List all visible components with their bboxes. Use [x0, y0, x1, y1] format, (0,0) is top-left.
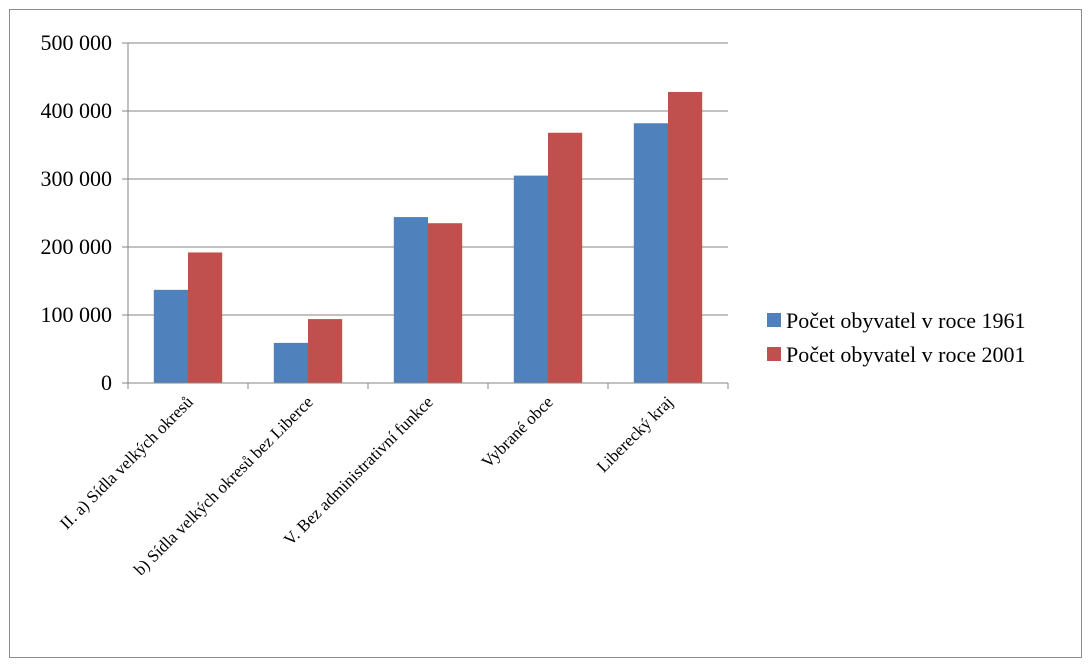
bar-2001-4	[668, 91, 703, 384]
y-tick-labels: 0 100 000 200 000 300 000 400 000 500 000	[41, 30, 113, 395]
bar-1961-2	[393, 217, 428, 383]
bar-2001-1	[308, 319, 343, 383]
legend-swatch	[767, 347, 781, 361]
x-tick-label: Liberecký kraj	[593, 392, 677, 476]
legend-label: Počet obyvatel v roce 2001	[786, 342, 1026, 367]
legend-swatch	[767, 313, 781, 327]
bar-1961-1	[273, 342, 308, 383]
y-tick-label: 100 000	[41, 302, 113, 327]
bar-2001-3	[548, 132, 583, 383]
axes	[122, 42, 729, 389]
legend: Počet obyvatel v roce 1961 Počet obyvatel…	[767, 308, 1026, 367]
bar-1961-0	[153, 289, 188, 383]
y-tick-label: 300 000	[41, 166, 113, 191]
bar-2001-2	[428, 223, 463, 383]
bar-1961-3	[513, 175, 548, 383]
legend-label: Počet obyvatel v roce 1961	[786, 308, 1026, 333]
x-tick-label: II. a) Sídla velkých okresů	[56, 392, 197, 533]
y-tick-label: 400 000	[41, 98, 113, 123]
bar-2001-0	[188, 252, 223, 383]
bars	[153, 91, 703, 384]
y-tick-label: 200 000	[41, 234, 113, 259]
y-tick-label: 500 000	[41, 30, 113, 55]
bar-1961-4	[633, 123, 668, 384]
x-tick-label: Vybrané obce	[478, 392, 557, 471]
y-tick-label: 0	[101, 370, 112, 395]
